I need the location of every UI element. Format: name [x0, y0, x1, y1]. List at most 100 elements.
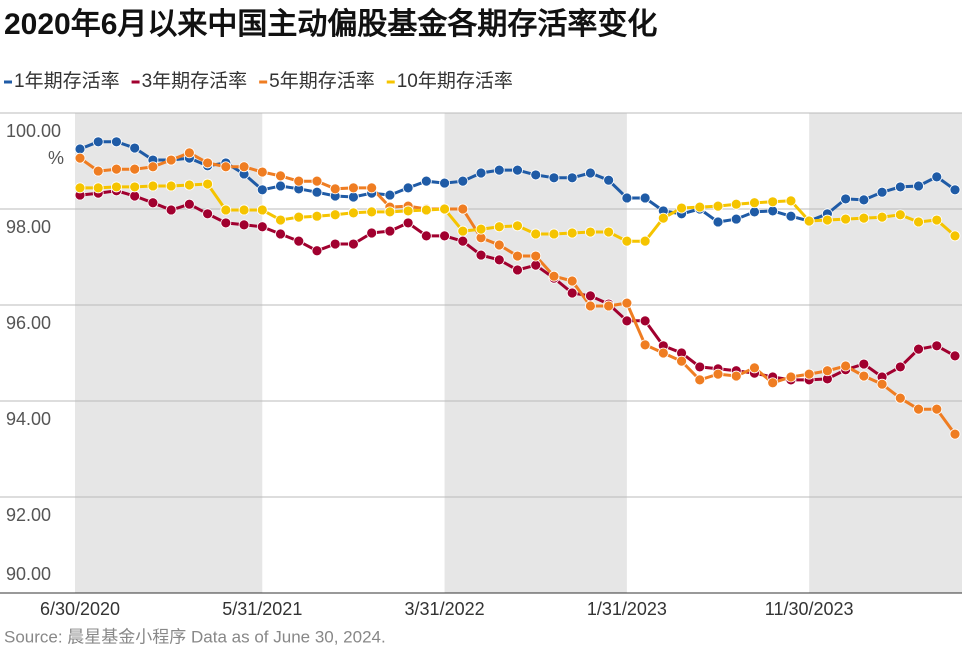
- data-point: [530, 169, 542, 181]
- data-point: [876, 211, 888, 223]
- x-tick-label: 5/31/2021: [222, 599, 302, 619]
- data-point: [876, 378, 888, 390]
- data-point: [530, 250, 542, 262]
- data-point: [238, 204, 250, 216]
- data-point: [566, 172, 578, 184]
- data-point: [548, 172, 560, 184]
- data-point: [785, 210, 797, 222]
- data-point: [566, 287, 578, 299]
- legend-label: 10年期存活率: [397, 70, 513, 92]
- data-point: [74, 152, 86, 164]
- data-point: [92, 165, 104, 177]
- data-point: [202, 157, 214, 169]
- data-point: [676, 202, 687, 214]
- data-point: [621, 192, 633, 204]
- data-point: [767, 205, 779, 217]
- data-point: [329, 238, 341, 250]
- data-point: [147, 180, 159, 192]
- data-point: [220, 217, 232, 229]
- data-point: [475, 167, 487, 179]
- data-point: [366, 182, 378, 194]
- data-point: [165, 154, 177, 166]
- data-point: [931, 171, 943, 183]
- data-point: [329, 209, 341, 221]
- data-point: [256, 204, 268, 216]
- data-point: [949, 428, 961, 440]
- data-point: [402, 205, 414, 217]
- data-point: [402, 182, 414, 194]
- shade-band: [809, 113, 962, 593]
- data-point: [676, 355, 687, 367]
- data-point: [694, 361, 706, 373]
- data-point: [420, 175, 432, 187]
- data-point: [475, 223, 487, 235]
- data-point: [730, 213, 742, 225]
- data-point: [129, 142, 141, 154]
- data-point: [749, 206, 760, 218]
- data-point: [220, 204, 232, 216]
- data-point: [512, 264, 523, 276]
- data-point: [803, 368, 815, 380]
- data-point: [931, 214, 943, 226]
- legend-label: 1年期存活率: [14, 70, 120, 92]
- data-point: [657, 212, 669, 224]
- data-point: [858, 370, 870, 382]
- data-point: [603, 174, 615, 186]
- data-point: [949, 230, 961, 242]
- y-tick-label: 92.00: [6, 505, 51, 525]
- data-point: [129, 181, 141, 193]
- y-tick-label: 98.00: [6, 217, 51, 237]
- data-point: [803, 215, 815, 227]
- data-point: [329, 183, 341, 195]
- data-point: [949, 350, 961, 362]
- data-point: [694, 201, 706, 213]
- data-point: [165, 180, 177, 192]
- data-point: [238, 161, 250, 173]
- data-point: [493, 239, 505, 251]
- data-point: [657, 347, 669, 359]
- data-point: [457, 235, 469, 247]
- data-point: [202, 208, 214, 220]
- data-point: [585, 226, 596, 238]
- data-point: [585, 167, 596, 179]
- data-point: [111, 163, 122, 175]
- shade-band: [444, 113, 627, 593]
- data-point: [949, 184, 961, 196]
- data-point: [585, 300, 596, 312]
- y-tick-label: 94.00: [6, 409, 51, 429]
- data-point: [129, 190, 141, 202]
- data-point: [493, 254, 505, 266]
- data-point: [603, 226, 615, 238]
- data-point: [92, 182, 104, 194]
- source-note: Source: 晨星基金小程序 Data as of June 30, 2024…: [4, 627, 386, 646]
- data-point: [931, 340, 943, 352]
- data-point: [913, 216, 924, 228]
- data-point: [730, 198, 742, 210]
- data-point: [512, 220, 523, 232]
- data-point: [202, 178, 214, 190]
- data-point: [894, 209, 906, 221]
- data-point: [821, 214, 833, 226]
- data-point: [402, 217, 414, 229]
- y-tick-label: 90.00: [6, 564, 51, 584]
- data-point: [275, 170, 286, 182]
- data-point: [785, 195, 797, 207]
- data-point: [931, 403, 943, 415]
- data-point: [530, 259, 542, 271]
- data-point: [256, 221, 268, 233]
- data-point: [585, 290, 596, 302]
- data-point: [749, 362, 760, 374]
- data-point: [767, 196, 779, 208]
- data-point: [493, 221, 505, 233]
- data-point: [639, 315, 651, 327]
- data-point: [475, 249, 487, 261]
- data-point: [457, 175, 469, 187]
- data-point: [821, 365, 833, 377]
- chart-title: 2020年6月以来中国主动偏股基金各期存活率变化: [4, 7, 657, 41]
- data-point: [566, 275, 578, 287]
- data-point: [894, 361, 906, 373]
- data-point: [439, 230, 450, 242]
- data-point: [420, 230, 432, 242]
- data-point: [548, 270, 560, 282]
